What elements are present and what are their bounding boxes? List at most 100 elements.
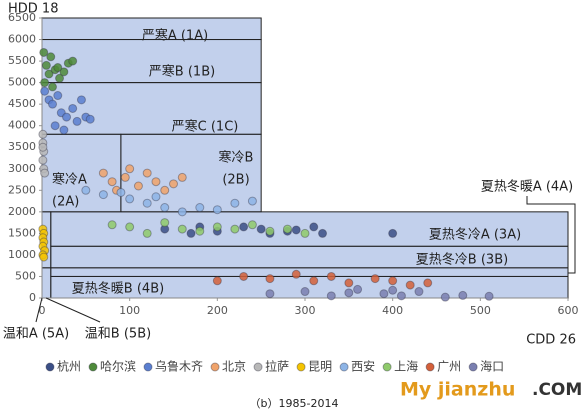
- point: [44, 69, 54, 79]
- legend-marker: [382, 362, 392, 372]
- point: [379, 289, 389, 299]
- point: [195, 226, 205, 236]
- zone-label: 温和A (5A): [3, 327, 69, 342]
- point: [81, 185, 91, 195]
- point: [458, 290, 468, 300]
- legend-label: 上海: [394, 359, 418, 374]
- point: [370, 274, 380, 284]
- point: [39, 252, 49, 262]
- point: [186, 228, 196, 238]
- point: [212, 205, 222, 215]
- y-tick-label: 4000: [8, 119, 36, 132]
- point: [55, 73, 65, 83]
- point: [265, 274, 275, 284]
- zone-label: 夏热冬暖A (4A): [481, 179, 573, 195]
- point: [326, 291, 336, 301]
- point: [318, 228, 328, 238]
- point: [160, 185, 170, 195]
- point: [151, 177, 161, 187]
- y-axis-title: HDD 18: [8, 2, 58, 17]
- point: [41, 60, 51, 70]
- point: [48, 99, 58, 109]
- point: [177, 207, 187, 217]
- legend-label: 海口: [480, 359, 504, 374]
- legend-label: 广州: [437, 360, 461, 374]
- zone-label: 温和B (5B): [85, 327, 151, 342]
- zone-label: 寒冷A: [52, 172, 87, 188]
- y-tick-label: 0: [29, 291, 36, 304]
- point: [98, 190, 108, 200]
- point: [53, 63, 63, 73]
- y-tick-label: 2000: [8, 205, 36, 218]
- point: [300, 287, 310, 297]
- y-tick-label: 1500: [8, 226, 36, 239]
- point: [85, 114, 95, 124]
- legend-label: 拉萨: [265, 359, 289, 374]
- zone-label: 夏热冬暖B (4B): [72, 281, 164, 297]
- point: [125, 194, 135, 204]
- point: [59, 67, 69, 77]
- point: [160, 218, 170, 228]
- zone-label: 夏热冬冷B (3B): [416, 252, 508, 268]
- point: [107, 220, 117, 230]
- point: [440, 292, 450, 302]
- point: [353, 284, 363, 294]
- watermark: My jianzhu: [400, 379, 515, 401]
- point: [160, 203, 170, 213]
- legend-label: 昆明: [308, 360, 332, 374]
- y-tick-label: 4500: [8, 97, 36, 110]
- zone-label: 严寒A (1A): [142, 28, 208, 44]
- point: [151, 192, 161, 202]
- zone-label: 严寒B (1B): [149, 64, 215, 80]
- point: [212, 276, 222, 286]
- point: [265, 226, 275, 236]
- point: [388, 285, 398, 295]
- point: [68, 56, 78, 66]
- point: [212, 222, 222, 232]
- zone-label: (2B): [222, 173, 249, 188]
- point: [72, 116, 82, 126]
- point: [39, 47, 49, 57]
- y-tick-label: 1000: [8, 248, 36, 261]
- y-tick-label: 2500: [8, 183, 36, 196]
- legend-marker: [88, 362, 98, 372]
- point: [68, 103, 78, 113]
- point: [48, 82, 58, 92]
- point: [38, 155, 48, 165]
- point: [309, 222, 319, 232]
- y-tick-label: 5000: [8, 76, 36, 89]
- zone-label: (2A): [52, 195, 79, 210]
- x-tick-label: 500: [470, 304, 491, 317]
- leader-line: [45, 297, 101, 323]
- point: [59, 125, 69, 135]
- point: [125, 164, 135, 174]
- point: [405, 280, 415, 290]
- y-tick-label: 6000: [8, 33, 36, 46]
- point: [344, 288, 354, 298]
- x-tick-label: 300: [295, 304, 316, 317]
- legend-label: 西安: [351, 359, 375, 374]
- y-tick-label: 3500: [8, 140, 36, 153]
- point: [38, 129, 48, 139]
- point: [50, 121, 60, 131]
- x-tick-label: 100: [119, 304, 140, 317]
- point: [142, 228, 152, 238]
- point: [142, 168, 152, 178]
- legend-marker: [296, 362, 306, 372]
- point: [177, 172, 187, 182]
- point: [98, 168, 108, 178]
- point: [142, 198, 152, 208]
- zone: [50, 211, 569, 247]
- zone: [41, 267, 52, 299]
- point: [133, 181, 143, 191]
- legend-label: 北京: [222, 360, 246, 374]
- point: [46, 52, 56, 62]
- x-tick-label: 400: [382, 304, 403, 317]
- caption: （b）1985-2014: [250, 397, 339, 410]
- point: [40, 78, 50, 88]
- y-tick-label: 6500: [8, 11, 36, 24]
- point: [125, 222, 135, 232]
- point: [239, 222, 249, 232]
- legend-marker: [425, 362, 435, 372]
